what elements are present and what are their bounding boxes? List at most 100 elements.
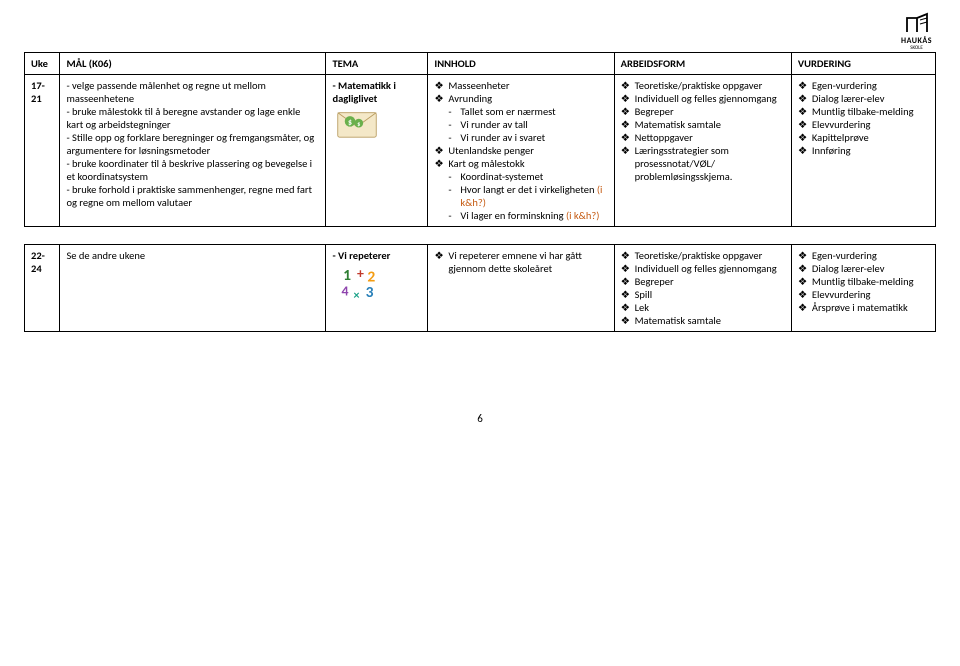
- item-text: Vi repeterer emnene vi har gått gjennom …: [448, 249, 607, 275]
- bullet-text: Muntlig tilbake-melding: [812, 275, 914, 288]
- cell-uke: 17-21: [25, 75, 60, 227]
- math-icon: 1 + 2 4 × 3: [336, 266, 378, 304]
- bullet-text: Muntlig tilbake-melding: [812, 105, 914, 118]
- bullet-item: ❖Matematisk samtale: [621, 118, 785, 131]
- bullet-item: ❖Dialog lærer-elev: [798, 92, 929, 105]
- bullet-text: Individuell og felles gjennomgang: [635, 92, 777, 105]
- table-row: 17-21- velge passende målenhet og regne …: [25, 75, 936, 227]
- bullet-item: ❖Muntlig tilbake-melding: [798, 105, 929, 118]
- sub-item: -Vi runder av i svaret: [434, 131, 607, 144]
- bullet-item: ❖Dialog lærer-elev: [798, 262, 929, 275]
- page-number: 6: [24, 412, 936, 425]
- item-text: Utenlandske penger: [448, 144, 534, 157]
- item-text: Masseenheter: [448, 79, 509, 92]
- bullet-item: ❖Lek: [621, 301, 785, 314]
- cell-arbeid: ❖Teoretiske/praktiske oppgaver❖Individue…: [614, 245, 791, 332]
- bullet-item: ❖Teoretiske/praktiske oppgaver: [621, 249, 785, 262]
- item-text: Kart og målestokk: [448, 157, 524, 170]
- bullet-text: Lek: [635, 301, 649, 314]
- bullet-item: ❖Masseenheter: [434, 79, 607, 92]
- header-arbeidsform: ARBEIDSFORM: [614, 53, 791, 75]
- bullet-item: ❖Utenlandske penger: [434, 144, 607, 157]
- dash-item: - bruke koordinater til å beskrive plass…: [66, 157, 319, 183]
- cell-innhold: ❖Vi repeterer emnene vi har gått gjennom…: [428, 245, 614, 332]
- item-text: Vi runder av i svaret: [460, 131, 545, 144]
- bullet-item: ❖Begreper: [621, 275, 785, 288]
- bullet-text: Elevvurdering: [812, 288, 871, 301]
- header-tema: TEMA: [326, 53, 428, 75]
- school-logo: HAUKÅS SKOLE: [901, 12, 932, 51]
- header-uke: Uke: [25, 53, 60, 75]
- bullet-text: Begreper: [635, 275, 674, 288]
- bullet-item: ❖Begreper: [621, 105, 785, 118]
- bullet-item: ❖Matematisk samtale: [621, 314, 785, 327]
- header-innhold: INNHOLD: [428, 53, 614, 75]
- item-text: Koordinat-systemet: [460, 170, 543, 183]
- sub-item: -Vi lager en forminskning (i k&h?): [434, 209, 607, 222]
- dash-text: - Stille opp og forklare beregninger og …: [66, 131, 319, 157]
- bullet-text: Årsprøve i matematikk: [812, 301, 908, 314]
- bullet-item: ❖Egen-vurdering: [798, 79, 929, 92]
- envelope-icon: $ $: [336, 109, 378, 139]
- svg-text:4: 4: [342, 282, 349, 299]
- item-text: Hvor langt er det i virkeligheten (i k&h…: [460, 183, 607, 209]
- svg-text:+: +: [357, 266, 364, 282]
- dash-item: - bruke forhold i praktiske sammenhenger…: [66, 183, 319, 209]
- bullet-item: ❖Elevvurdering: [798, 288, 929, 301]
- svg-text:×: ×: [354, 288, 360, 303]
- bullet-text: Dialog lærer-elev: [812, 262, 885, 275]
- bullet-item: ❖Kart og målestokk: [434, 157, 607, 170]
- logo-name: HAUKÅS: [901, 37, 932, 45]
- bullet-item: ❖Muntlig tilbake-melding: [798, 275, 929, 288]
- bullet-item: ❖Individuell og felles gjennomgang: [621, 262, 785, 275]
- bullet-text: Matematisk samtale: [635, 118, 721, 131]
- bullet-text: Nettoppgaver: [635, 131, 693, 144]
- bullet-text: Læringsstrategier som prosessnotat/VØL/ …: [635, 144, 785, 183]
- svg-text:3: 3: [366, 283, 374, 302]
- dash-text: - velge passende målenhet og regne ut me…: [66, 79, 319, 105]
- dash-text: - bruke målestokk til å beregne avstande…: [66, 105, 319, 131]
- curriculum-table: Uke MÅL (K06) TEMA INNHOLD ARBEIDSFORM V…: [24, 52, 936, 332]
- header-maal: MÅL (K06): [60, 53, 326, 75]
- bullet-text: Dialog lærer-elev: [812, 92, 885, 105]
- bullet-item: ❖Teoretiske/praktiske oppgaver: [621, 79, 785, 92]
- bullet-item: ❖Spill: [621, 288, 785, 301]
- cell-vurdering: ❖Egen-vurdering❖Dialog lærer-elev❖Muntli…: [791, 245, 935, 332]
- bullet-text: Innføring: [812, 144, 851, 157]
- cell-innhold: ❖Masseenheter❖Avrunding-Tallet som er næ…: [428, 75, 614, 227]
- bullet-text: Teoretiske/praktiske oppgaver: [635, 79, 763, 92]
- bullet-text: Spill: [635, 288, 653, 301]
- bullet-item: ❖Individuell og felles gjennomgang: [621, 92, 785, 105]
- sub-item: -Koordinat-systemet: [434, 170, 607, 183]
- cell-maal: Se de andre ukene: [60, 245, 326, 332]
- cell-vurdering: ❖Egen-vurdering❖Dialog lærer-elev❖Muntli…: [791, 75, 935, 227]
- dash-text: - bruke forhold i praktiske sammenhenger…: [66, 183, 319, 209]
- bullet-text: Begreper: [635, 105, 674, 118]
- sub-item: -Hvor langt er det i virkeligheten (i k&…: [434, 183, 607, 209]
- dash-item: - velge passende målenhet og regne ut me…: [66, 79, 319, 105]
- item-text: Tallet som er nærmest: [460, 105, 555, 118]
- svg-text:$: $: [358, 120, 361, 128]
- cell-arbeid: ❖Teoretiske/praktiske oppgaver❖Individue…: [614, 75, 791, 227]
- bullet-item: ❖Vi repeterer emnene vi har gått gjennom…: [434, 249, 607, 275]
- bullet-text: Elevvurdering: [812, 118, 871, 131]
- svg-text:$: $: [348, 119, 352, 128]
- cell-uke: 22-24: [25, 245, 60, 332]
- item-text: Vi runder av tall: [460, 118, 527, 131]
- dash-item: - bruke målestokk til å beregne avstande…: [66, 105, 319, 131]
- cell-tema: - Vi repeterer 1 + 2 4 × 3: [326, 245, 428, 332]
- bullet-item: ❖Innføring: [798, 144, 929, 157]
- item-text: Avrunding: [448, 92, 492, 105]
- cell-maal: - velge passende målenhet og regne ut me…: [60, 75, 326, 227]
- header-vurdering: VURDERING: [791, 53, 935, 75]
- bullet-text: Individuell og felles gjennomgang: [635, 262, 777, 275]
- bullet-item: ❖Egen-vurdering: [798, 249, 929, 262]
- bullet-text: Egen-vurdering: [812, 249, 877, 262]
- table-row: 22-24Se de andre ukene- Vi repeterer 1 +…: [25, 245, 936, 332]
- dash-item: - Stille opp og forklare beregninger og …: [66, 131, 319, 157]
- dash-text: - bruke koordinater til å beskrive plass…: [66, 157, 319, 183]
- bullet-item: ❖Læringsstrategier som prosessnotat/VØL/…: [621, 144, 785, 183]
- bullet-item: ❖Nettoppgaver: [621, 131, 785, 144]
- sub-item: -Tallet som er nærmest: [434, 105, 607, 118]
- bullet-item: ❖Elevvurdering: [798, 118, 929, 131]
